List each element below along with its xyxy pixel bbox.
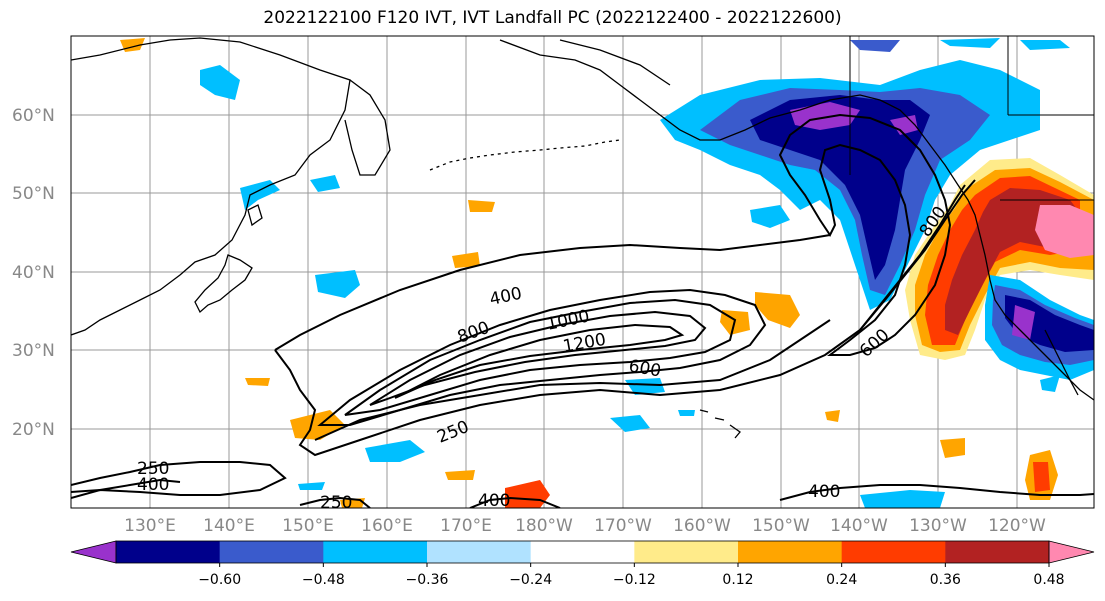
colorbar-tick-label: 0.48 [1033, 572, 1064, 588]
contour-label: 250 [137, 459, 169, 479]
pc-shading-negative-gulf-of-alaska [660, 38, 1070, 310]
colorbar-segment [219, 541, 324, 563]
coastlines [71, 36, 1094, 439]
lon-label: 180°W [515, 516, 573, 536]
colorbar-tick-label: −0.60 [198, 572, 241, 588]
pc-shading-scattered-blobs [120, 38, 1060, 508]
ivt-contours [71, 113, 1094, 508]
colorbar-tick-label: −0.48 [302, 572, 345, 588]
colorbar-segment [945, 541, 1050, 563]
latitude-labels: 20°N 30°N 40°N 50°N 60°N [12, 106, 55, 440]
lat-label: 30°N [12, 341, 55, 361]
colorbar-extend-low [70, 540, 117, 564]
lat-label: 40°N [12, 263, 55, 283]
colorbar-segment [634, 541, 739, 563]
lon-label: 160°W [673, 516, 731, 536]
lat-label: 50°N [12, 184, 55, 204]
colorbar-extend-high [1048, 540, 1095, 564]
lon-label: 170°E [440, 516, 492, 536]
colorbar-tick-label: −0.12 [613, 572, 656, 588]
contour-label: 250 [320, 493, 352, 513]
map-frame [70, 35, 1095, 509]
colorbar-tick-label: −0.24 [509, 572, 552, 588]
lon-label: 130°W [909, 516, 967, 536]
colorbar-labels: −0.60 −0.48 −0.36 −0.24 −0.12 0.12 0.24 0.36 0.4… [198, 563, 1065, 588]
colorbar-segment [427, 541, 532, 563]
lon-label: 150°W [752, 516, 810, 536]
colorbar-tick-label: 0.36 [930, 572, 961, 588]
colorbar-segment [116, 541, 221, 563]
colorbar-segment [738, 541, 843, 563]
map-content: 250 400 400 250 400 400 800 1000 1200 60… [71, 36, 1094, 513]
lon-label: 160°E [361, 516, 413, 536]
lat-label: 20°N [12, 420, 55, 440]
contour-label: 400 [478, 491, 510, 511]
colorbar-segment [323, 541, 428, 563]
colorbar-segment [530, 541, 635, 563]
contour-label: 400 [137, 475, 169, 495]
lon-label: 130°E [124, 516, 176, 536]
colorbar-tick-label: −0.36 [406, 572, 449, 588]
lon-label: 140°W [830, 516, 888, 536]
contour-label: 400 [808, 482, 840, 502]
colorbar-tick-label: 0.24 [826, 572, 857, 588]
lat-label: 60°N [12, 106, 55, 126]
longitude-labels: 130°E 140°E 150°E 160°E 170°E 180°W 170°… [124, 516, 1046, 536]
lon-label: 140°E [203, 516, 255, 536]
colorbar-border [115, 540, 1050, 564]
pc-shading-positive-west-coast [905, 158, 1094, 500]
lon-label: 120°W [988, 516, 1046, 536]
colorbar-tick-label: 0.12 [722, 572, 753, 588]
map-title: 2022122100 F120 IVT, IVT Landfall PC (20… [263, 8, 842, 28]
lon-label: 150°E [282, 516, 334, 536]
colorbar-segment [841, 541, 946, 563]
colorbar [70, 540, 1095, 564]
lon-label: 170°W [594, 516, 652, 536]
